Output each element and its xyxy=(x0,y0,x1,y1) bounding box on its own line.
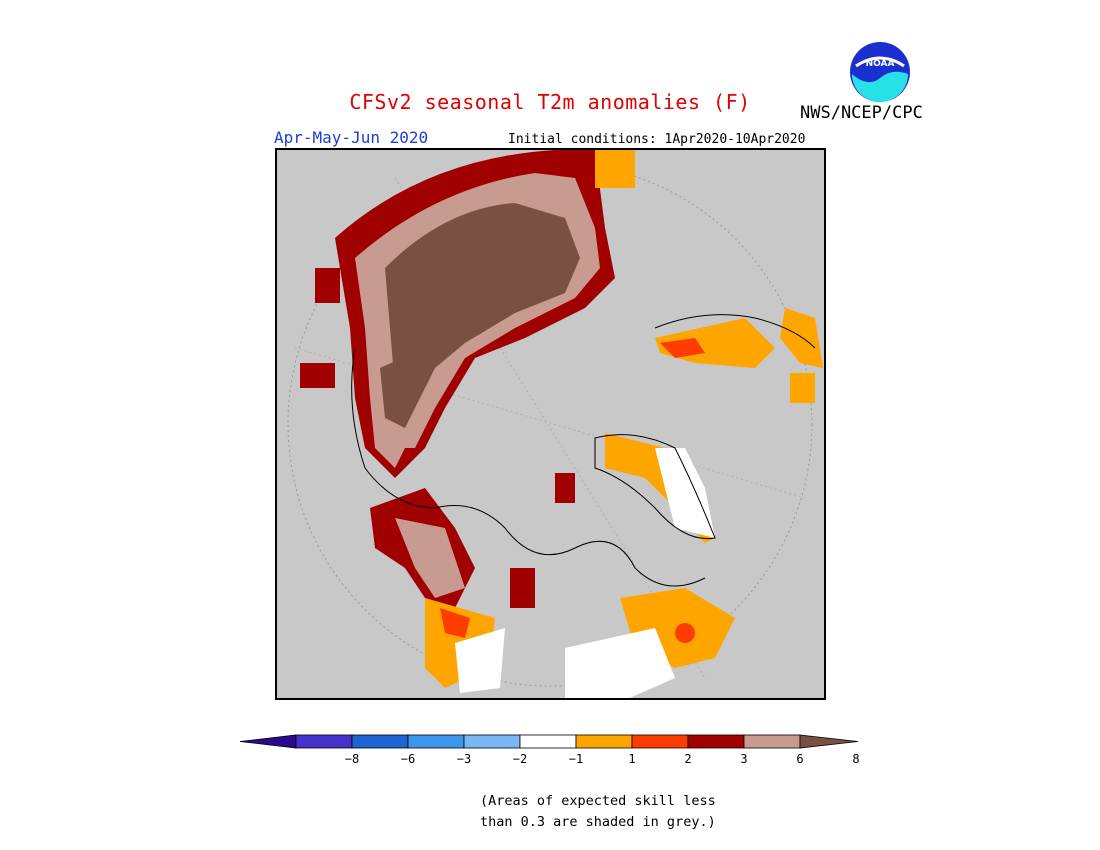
colorbar-tick-label: −3 xyxy=(457,752,471,766)
anomaly-red-canada xyxy=(440,608,470,638)
colorbar-tick-label: 6 xyxy=(796,752,803,766)
colorbar-box xyxy=(295,734,353,749)
colorbar-box xyxy=(631,734,689,749)
colorbar-tick-label: 8 xyxy=(852,752,859,766)
colorbar-tick-label: 2 xyxy=(684,752,691,766)
skill-note-line2: than 0.3 are shaded in grey.) xyxy=(480,814,716,830)
anomaly-white-greenland xyxy=(655,448,715,538)
colorbar-tick-label: −1 xyxy=(569,752,583,766)
colorbar-box xyxy=(519,734,577,749)
anomaly-pink-brown-alaska xyxy=(395,518,465,598)
anomaly-orange-east xyxy=(780,308,823,368)
initial-conditions-label: Initial conditions: 1Apr2020-10Apr2020 xyxy=(508,132,806,147)
colorbar-tick-label: −2 xyxy=(513,752,527,766)
colorbar-left-triangle xyxy=(239,734,297,749)
coastline-greenland xyxy=(594,434,716,540)
colorbar-box xyxy=(407,734,465,749)
colorbar-box xyxy=(463,734,521,749)
colorbar-box xyxy=(575,734,633,749)
anomaly-dark-brown-eurasia xyxy=(385,203,580,408)
colorbar-box xyxy=(687,734,745,749)
noaa-logo: NOAA xyxy=(850,42,910,102)
colorbar-tick-label: −6 xyxy=(401,752,415,766)
anomaly-red-europe xyxy=(660,338,705,358)
chart-title: CFSv2 seasonal T2m anomalies (F) xyxy=(349,90,751,114)
anomaly-dark-brown-west xyxy=(380,348,430,428)
logo-wave xyxy=(852,71,908,102)
colorbar-right-triangle xyxy=(799,734,859,749)
colorbar: −8 −6 −3 −2 −1 1 2 3 6 8 xyxy=(239,734,860,766)
colorbar-box xyxy=(743,734,801,749)
coastline xyxy=(351,347,706,587)
anomaly-dark-red-patch xyxy=(510,568,535,608)
meridian-line xyxy=(294,347,806,499)
anomaly-dark-red-patch xyxy=(300,363,335,388)
logo-text: NOAA xyxy=(866,59,895,69)
skill-note: (Areas of expected skill less than 0.3 a… xyxy=(480,791,740,833)
anomaly-orange-patch xyxy=(595,148,635,188)
latitude-circle xyxy=(287,161,813,687)
season-label: Apr-May-Jun 2020 xyxy=(274,128,429,147)
colorbar-tick-label: 3 xyxy=(740,752,747,766)
polar-map xyxy=(275,148,826,700)
anomaly-red-atlantic xyxy=(675,623,695,643)
anomaly-dark-red-patch xyxy=(555,473,575,503)
anomaly-white-atlantic xyxy=(565,628,675,700)
skill-note-line1: (Areas of expected skill less xyxy=(480,793,716,809)
anomaly-orange-patch xyxy=(790,373,815,403)
anomaly-dark-red-patch xyxy=(315,268,340,303)
logo-bird xyxy=(855,56,905,68)
colorbar-box xyxy=(351,734,409,749)
colorbar-tick-label: 1 xyxy=(628,752,635,766)
org-label: NWS/NCEP/CPC xyxy=(800,103,923,123)
map-frame xyxy=(275,148,826,700)
coastline xyxy=(654,314,816,349)
colorbar-tick-label: −8 xyxy=(345,752,359,766)
anomaly-white-canada xyxy=(455,628,505,693)
